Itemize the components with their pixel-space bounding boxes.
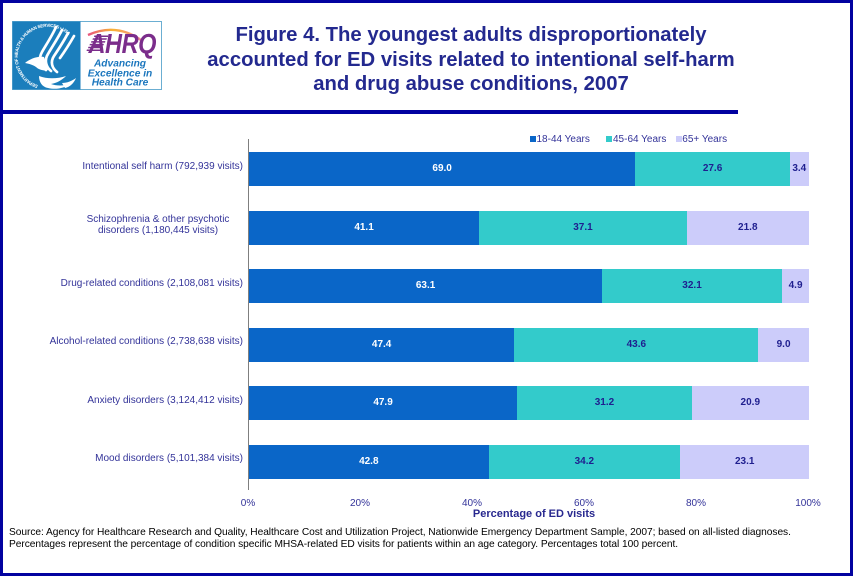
svg-text:Advancing: Advancing [93, 59, 147, 70]
svg-text:AHRQ: AHRQ [88, 29, 157, 59]
svg-text:Health Care: Health Care [92, 78, 149, 89]
svg-text:Excellence in: Excellence in [88, 69, 153, 80]
